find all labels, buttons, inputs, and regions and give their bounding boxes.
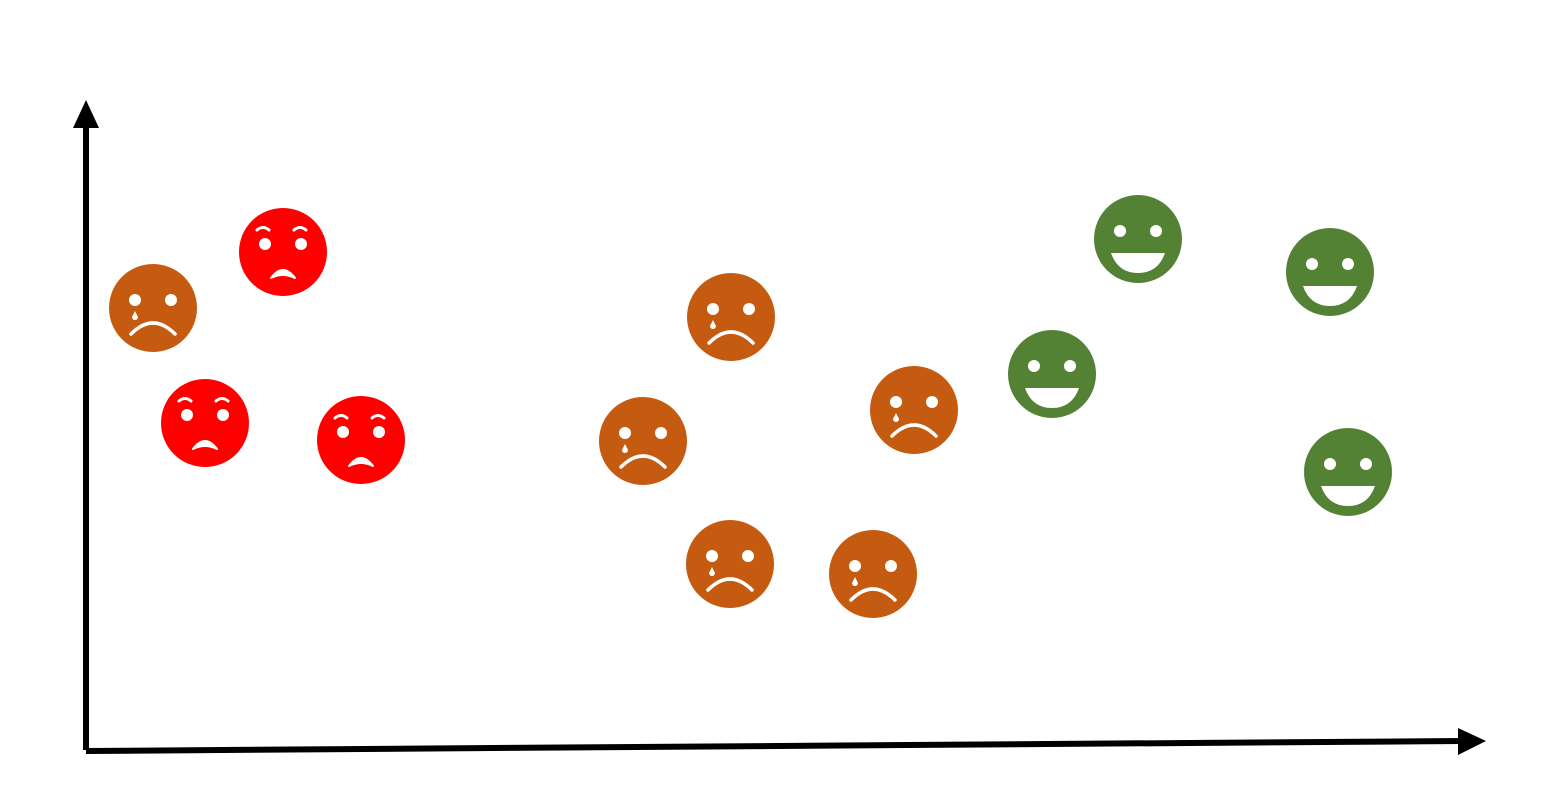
sad-crying-face-icon <box>597 395 689 487</box>
happy-face-icon <box>1094 195 1182 283</box>
angry-face-icon <box>315 394 407 486</box>
happy-face-icon <box>1008 330 1096 418</box>
sad-crying-face-icon <box>684 518 776 610</box>
angry-face-icon <box>159 377 251 469</box>
x-axis-arrowhead <box>1458 728 1486 755</box>
happy-face-icon <box>1304 428 1392 516</box>
sad-crying-face-icon <box>685 271 777 363</box>
sad-crying-face-icon <box>868 364 960 456</box>
y-axis-arrowhead <box>73 100 99 128</box>
angry-face-icon <box>237 206 329 298</box>
happy-face-icon <box>1286 228 1374 316</box>
face-group <box>107 195 1392 620</box>
y-axis <box>73 100 99 750</box>
sad-crying-face-icon <box>827 528 919 620</box>
x-axis <box>85 728 1486 755</box>
sad-crying-face-icon <box>107 262 199 354</box>
